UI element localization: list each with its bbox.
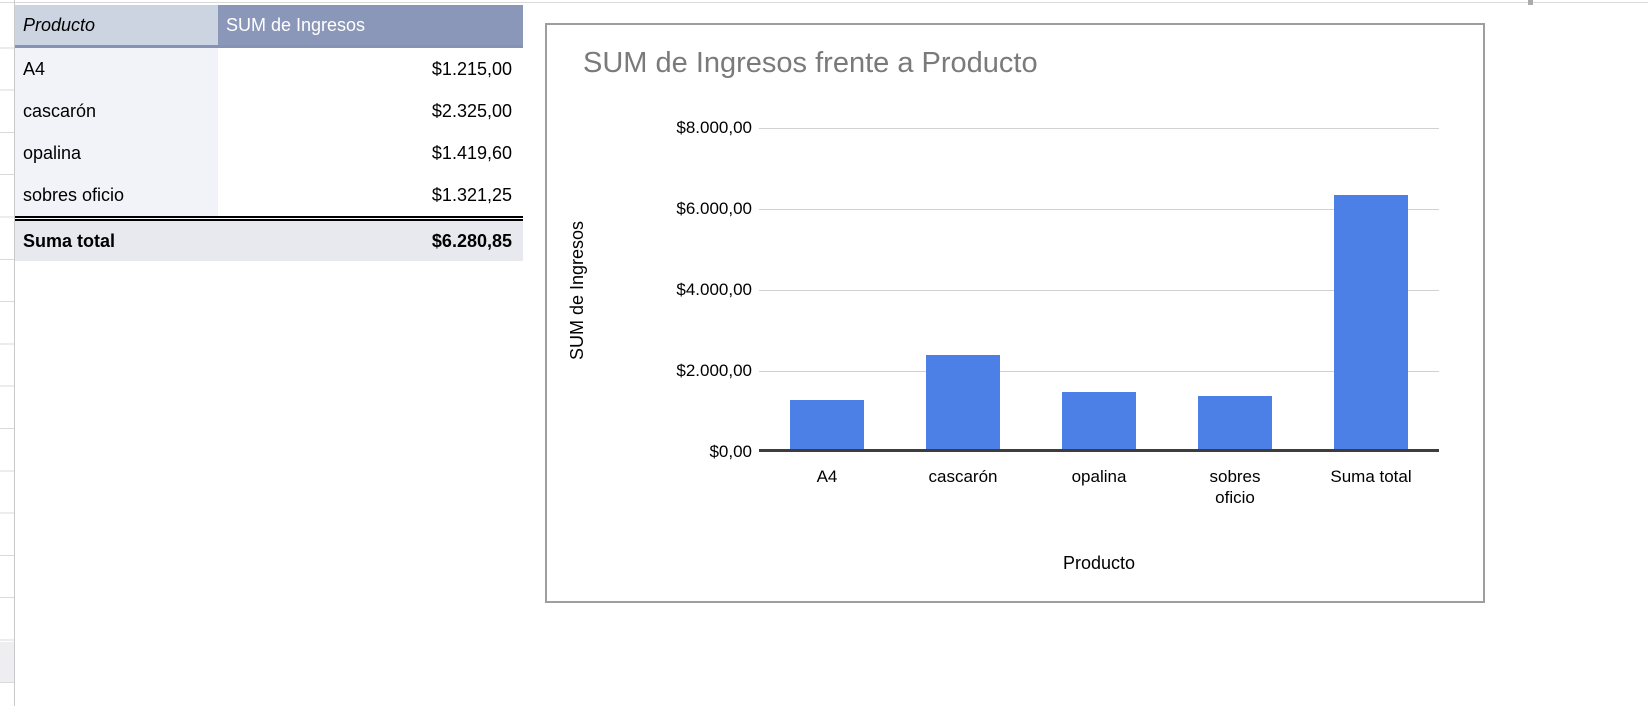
pivot-cell-value[interactable]: $1.419,60	[218, 132, 523, 174]
table-row: opalina $1.419,60	[15, 132, 523, 174]
gridline	[759, 290, 1439, 291]
x-tick-label: sobres oficio	[1209, 467, 1261, 507]
table-row: A4 $1.215,00	[15, 48, 523, 90]
sheet-top-gridline	[0, 2, 1648, 3]
pivot-cell-value[interactable]: $2.325,00	[218, 90, 523, 132]
bar-a4[interactable]	[790, 399, 864, 449]
pivot-total-row: Suma total $6.280,85	[15, 216, 523, 261]
x-tick-label: A4	[816, 467, 838, 486]
gridline	[759, 209, 1439, 210]
pivot-cell-product[interactable]: A4	[15, 48, 218, 90]
plot-area	[759, 128, 1439, 452]
y-tick-label: $8.000,00	[676, 118, 752, 137]
embedded-chart[interactable]: SUM de Ingresos frente a Producto $8.000…	[545, 23, 1485, 603]
pivot-total-value[interactable]: $6.280,85	[218, 221, 523, 261]
pivot-header-row: Producto SUM de Ingresos	[15, 5, 523, 48]
y-tick-label: $2.000,00	[676, 361, 752, 380]
sheet-selected-cell[interactable]	[0, 642, 14, 682]
y-tick-label: $6.000,00	[676, 199, 752, 218]
bar-slot	[895, 125, 1031, 449]
y-tick-label: $0,00	[709, 442, 752, 461]
bar-sobres-oficio[interactable]	[1198, 395, 1272, 449]
sheet-column-gridline	[14, 0, 15, 706]
y-tick-label: $4.000,00	[676, 280, 752, 299]
x-axis-tick-labels: A4 cascarón opalina sobres oficio Suma t…	[759, 466, 1439, 508]
bar-series	[759, 125, 1439, 449]
pivot-table: Producto SUM de Ingresos A4 $1.215,00 ca…	[15, 5, 523, 261]
pivot-cell-product[interactable]: cascarón	[15, 90, 218, 132]
bar-suma-total[interactable]	[1334, 194, 1408, 449]
x-axis-title: Producto	[1062, 553, 1136, 573]
pivot-cell-value[interactable]: $1.321,25	[218, 174, 523, 216]
pivot-header-sum[interactable]: SUM de Ingresos	[218, 5, 523, 45]
bar-opalina[interactable]	[1062, 391, 1136, 449]
pivot-cell-product[interactable]: opalina	[15, 132, 218, 174]
bar-slot	[1303, 125, 1439, 449]
table-row: cascarón $2.325,00	[15, 90, 523, 132]
sheet-column-boundary-tick	[1528, 0, 1533, 5]
x-tick-label: opalina	[1071, 467, 1127, 486]
y-axis-title: SUM de Ingresos	[567, 220, 588, 360]
x-tick-label: cascarón	[928, 467, 998, 486]
x-tick-label: Suma total	[1330, 467, 1412, 486]
pivot-total-label[interactable]: Suma total	[15, 221, 218, 261]
pivot-cell-product[interactable]: sobres oficio	[15, 174, 218, 216]
chart-title: SUM de Ingresos frente a Producto	[583, 47, 1038, 79]
pivot-cell-value[interactable]: $1.215,00	[218, 48, 523, 90]
sheet-row-gridlines	[0, 6, 14, 706]
pivot-header-product[interactable]: Producto	[15, 5, 218, 45]
bar-slot	[759, 125, 895, 449]
gridline	[759, 371, 1439, 372]
bar-slot	[1031, 125, 1167, 449]
bar-slot	[1167, 125, 1303, 449]
gridline	[759, 128, 1439, 129]
bar-cascaron[interactable]	[926, 354, 1000, 449]
table-row: sobres oficio $1.321,25	[15, 174, 523, 216]
